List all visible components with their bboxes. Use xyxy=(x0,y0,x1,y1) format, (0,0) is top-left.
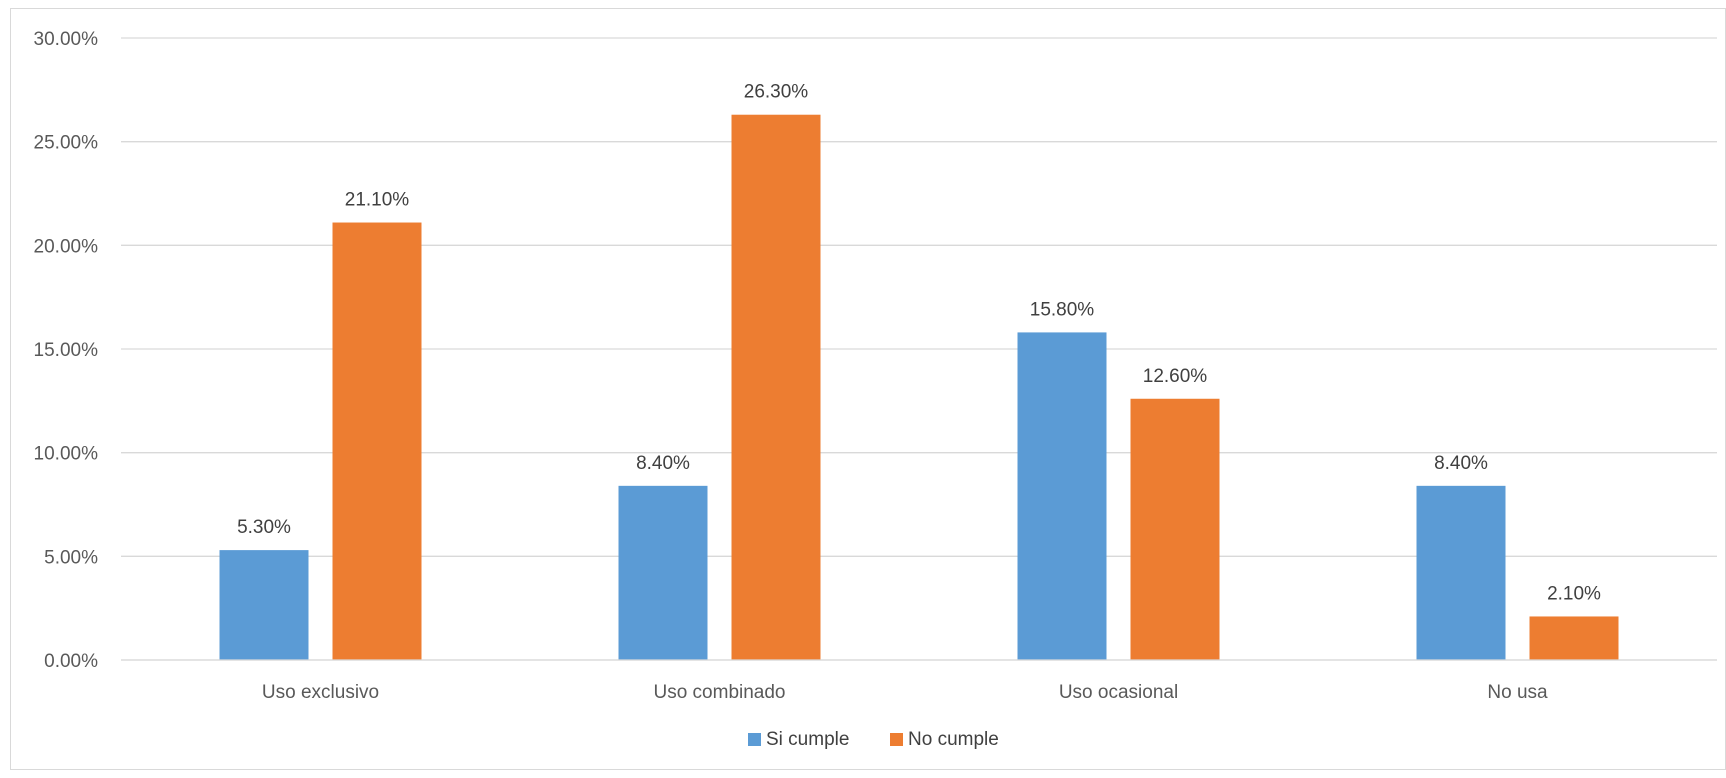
y-tick-label: 5.00% xyxy=(44,547,98,568)
legend: Si cumple No cumple xyxy=(748,729,999,750)
x-tick-label: Uso ocasional xyxy=(1059,682,1178,703)
data-label-no-cumple: 12.60% xyxy=(1143,366,1208,387)
data-label-si-cumple: 5.30% xyxy=(237,517,291,538)
x-tick-label: Uso combinado xyxy=(653,682,785,703)
legend-swatch-si-cumple xyxy=(748,733,761,746)
y-tick-label: 0.00% xyxy=(44,651,98,672)
data-label-si-cumple: 15.80% xyxy=(1030,299,1095,320)
x-tick-label: No usa xyxy=(1487,682,1548,703)
y-tick-label: 30.00% xyxy=(34,29,99,50)
y-tick-label: 20.00% xyxy=(34,236,99,257)
data-label-si-cumple: 8.40% xyxy=(636,453,690,474)
bar-si-cumple xyxy=(219,550,309,660)
x-axis: Uso exclusivo Uso combinado Uso ocasional N… xyxy=(121,659,1717,703)
data-labels: 5.30% 21.10% 8.40% 26.30% 15.80% 12.60% 8.40% 2… xyxy=(237,82,1601,605)
data-label-no-cumple: 21.10% xyxy=(345,190,410,211)
data-label-si-cumple: 8.40% xyxy=(1434,453,1488,474)
bar-no-cumple xyxy=(332,222,422,660)
bar-si-cumple xyxy=(1416,485,1506,660)
x-tick-label: Uso exclusivo xyxy=(262,682,379,703)
bar-si-cumple xyxy=(1017,332,1107,660)
y-tick-label: 25.00% xyxy=(34,133,99,154)
bar-no-cumple xyxy=(731,114,821,661)
data-label-no-cumple: 2.10% xyxy=(1547,583,1601,604)
y-tick-label: 15.00% xyxy=(34,340,99,361)
legend-label-no-cumple: No cumple xyxy=(908,729,999,750)
y-tick-label: 10.00% xyxy=(34,444,99,465)
bar-no-cumple xyxy=(1130,398,1220,660)
bar-si-cumple xyxy=(618,485,708,660)
legend-swatch-no-cumple xyxy=(890,733,903,746)
data-label-no-cumple: 26.30% xyxy=(744,82,809,103)
y-axis: 0.00% 5.00% 10.00% 15.00% 20.00% 25.00% 30.00% xyxy=(34,29,99,672)
bars xyxy=(219,114,1619,661)
legend-label-si-cumple: Si cumple xyxy=(766,729,849,750)
bar-no-cumple xyxy=(1529,616,1619,660)
